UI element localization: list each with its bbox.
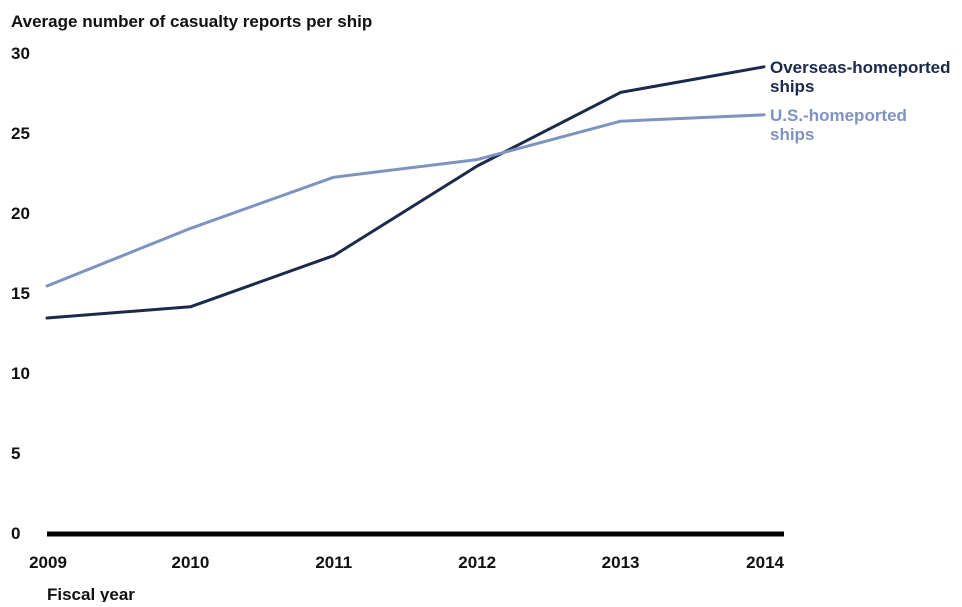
series-label-us: ships — [770, 125, 814, 144]
series-line-us — [45, 113, 766, 288]
y-tick-label: 15 — [11, 284, 30, 303]
y-tick-label: 30 — [11, 44, 30, 63]
series-label-overseas: ships — [770, 77, 814, 96]
series-labels: Overseas-homeportedshipsU.S.-homeporteds… — [770, 58, 950, 144]
y-tick-label: 5 — [11, 444, 20, 463]
x-tick-label: 2012 — [458, 553, 496, 572]
y-tick-label: 10 — [11, 364, 30, 383]
y-axis-title: Average number of casualty reports per s… — [11, 12, 372, 31]
x-tick-label: 2010 — [171, 553, 209, 572]
y-tick-label: 20 — [11, 204, 30, 223]
x-tick-label: 2009 — [29, 553, 67, 572]
x-axis-ticks: 2009 2010 2011 2012 2013 2014 — [29, 553, 784, 572]
y-axis-ticks: 0 5 10 15 20 25 30 — [11, 44, 30, 543]
x-tick-label: 2013 — [602, 553, 640, 572]
x-tick-label: 2014 — [746, 553, 784, 572]
y-tick-label: 25 — [11, 124, 30, 143]
series-lines — [45, 65, 766, 320]
series-line-overseas — [45, 65, 766, 320]
x-axis-title: Fiscal year — [47, 585, 135, 602]
series-label-overseas: Overseas-homeported — [770, 58, 950, 77]
y-tick-label: 0 — [11, 524, 20, 543]
series-label-us: U.S.-homeported — [770, 106, 907, 125]
x-tick-label: 2011 — [315, 553, 352, 572]
